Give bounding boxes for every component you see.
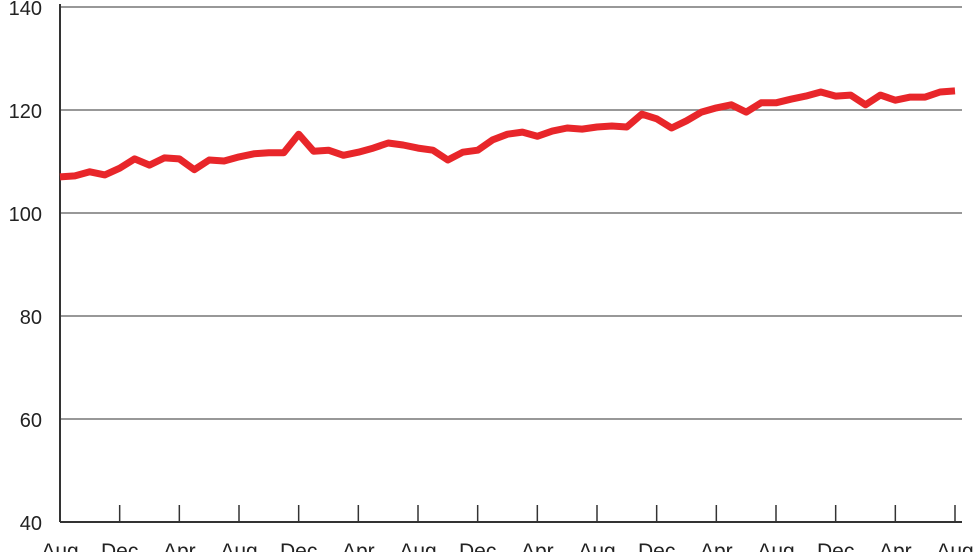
x-tick-label: Apr <box>163 540 196 552</box>
x-tick-label: Dec <box>638 540 675 552</box>
x-tick-label: Apr <box>521 540 554 552</box>
y-tick-label: 40 <box>20 513 42 535</box>
x-tick-label: Aug <box>936 540 973 552</box>
y-tick-label: 120 <box>9 101 42 123</box>
x-tick-label: Apr <box>700 540 733 552</box>
x-tick-label: Dec <box>817 540 854 552</box>
x-tick-label: Aug <box>399 540 436 552</box>
x-tick-label: Aug <box>41 540 78 552</box>
x-tick-label: Aug <box>220 540 257 552</box>
data-line <box>59 87 956 181</box>
x-tick-label: Apr <box>879 540 912 552</box>
x-tick-label: Dec <box>459 540 496 552</box>
x-tick-label: Dec <box>101 540 138 552</box>
x-tick-label: Apr <box>342 540 375 552</box>
y-tick-label: 60 <box>20 410 42 432</box>
x-tick-label: Aug <box>757 540 794 552</box>
x-tick-label: Aug <box>578 540 615 552</box>
y-tick-label: 140 <box>9 0 42 20</box>
x-tick-label: Dec <box>280 540 317 552</box>
y-tick-label: 80 <box>20 307 42 329</box>
y-tick-label: 100 <box>9 204 42 226</box>
